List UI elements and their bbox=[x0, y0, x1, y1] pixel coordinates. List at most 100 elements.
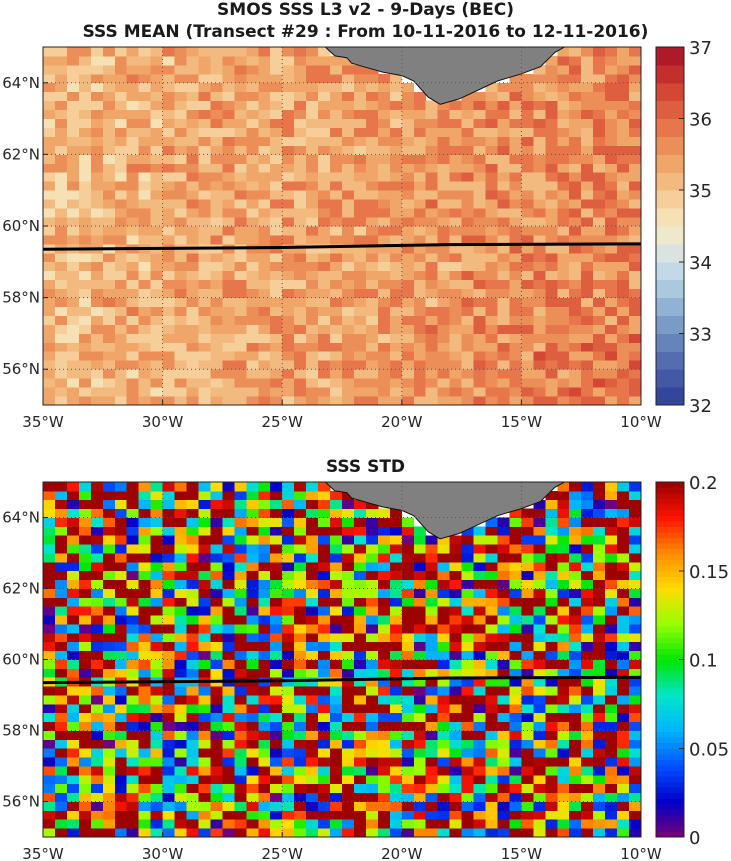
cell bbox=[473, 695, 486, 705]
cell bbox=[353, 774, 367, 785]
cell bbox=[102, 378, 116, 388]
cell bbox=[545, 650, 558, 660]
cell bbox=[78, 766, 92, 776]
cell bbox=[138, 154, 152, 164]
cell bbox=[485, 588, 498, 598]
colorbar-segment bbox=[656, 681, 684, 688]
cell bbox=[437, 721, 451, 731]
cell bbox=[282, 490, 295, 501]
cell bbox=[78, 47, 92, 57]
cell bbox=[485, 828, 498, 838]
cell bbox=[617, 774, 630, 785]
cell bbox=[102, 55, 116, 66]
cell bbox=[114, 163, 128, 173]
cell bbox=[545, 801, 558, 811]
cell bbox=[497, 190, 510, 200]
cell bbox=[43, 712, 56, 723]
cell bbox=[401, 517, 415, 527]
cell bbox=[449, 243, 462, 254]
cell bbox=[593, 730, 606, 740]
cell bbox=[485, 748, 498, 758]
cell bbox=[114, 526, 128, 536]
cell bbox=[90, 324, 104, 334]
cell bbox=[186, 378, 199, 388]
cell bbox=[330, 561, 343, 572]
cell bbox=[533, 739, 546, 749]
cell bbox=[294, 396, 307, 406]
cell bbox=[569, 668, 582, 678]
cell bbox=[150, 801, 163, 811]
cell bbox=[174, 378, 187, 388]
cell bbox=[581, 109, 594, 119]
cell bbox=[605, 677, 618, 687]
cell bbox=[306, 544, 319, 554]
cell bbox=[461, 378, 474, 388]
cell bbox=[425, 315, 439, 325]
cell bbox=[509, 677, 522, 687]
cell bbox=[210, 703, 223, 714]
cell bbox=[353, 792, 367, 802]
cell bbox=[377, 757, 391, 767]
cell bbox=[282, 252, 295, 263]
cell bbox=[461, 270, 474, 281]
cell bbox=[162, 659, 175, 669]
cell bbox=[461, 342, 474, 352]
cell bbox=[365, 136, 379, 146]
cell bbox=[342, 172, 355, 182]
cell bbox=[605, 783, 618, 794]
cell bbox=[222, 387, 235, 397]
cell bbox=[43, 766, 56, 776]
cell bbox=[222, 490, 235, 501]
cell bbox=[174, 342, 187, 352]
cell bbox=[497, 154, 510, 164]
cell bbox=[43, 686, 56, 696]
cell bbox=[294, 739, 307, 749]
cell bbox=[365, 261, 379, 272]
cell bbox=[581, 535, 594, 545]
cell bbox=[66, 766, 80, 776]
cell bbox=[365, 517, 379, 527]
cell bbox=[473, 118, 486, 128]
cell bbox=[258, 342, 271, 352]
cell bbox=[617, 55, 630, 66]
cell bbox=[533, 127, 546, 137]
cell bbox=[473, 297, 486, 307]
cell bbox=[401, 136, 415, 146]
cell bbox=[294, 252, 307, 263]
cell bbox=[353, 748, 367, 758]
cell bbox=[593, 279, 606, 290]
cell bbox=[605, 606, 618, 616]
cell bbox=[318, 535, 331, 545]
cell bbox=[342, 499, 355, 510]
cell bbox=[605, 100, 618, 111]
cell bbox=[43, 199, 56, 209]
cell bbox=[102, 774, 116, 785]
land-mask-iceland bbox=[324, 481, 565, 540]
cell bbox=[210, 748, 223, 758]
cell bbox=[629, 306, 642, 316]
cell bbox=[437, 369, 451, 379]
cell bbox=[521, 588, 534, 598]
cell bbox=[294, 783, 307, 794]
cell bbox=[114, 695, 128, 705]
cell bbox=[162, 315, 175, 325]
cell bbox=[593, 810, 606, 820]
cell bbox=[318, 686, 331, 696]
cell bbox=[449, 686, 462, 696]
cell bbox=[425, 579, 439, 589]
cell bbox=[138, 279, 152, 290]
cell bbox=[54, 624, 68, 634]
cell bbox=[102, 342, 116, 352]
cell bbox=[54, 650, 68, 660]
cell bbox=[318, 91, 331, 102]
cell bbox=[449, 774, 462, 785]
cell bbox=[78, 748, 92, 758]
cell bbox=[497, 208, 510, 218]
cell bbox=[342, 181, 355, 191]
cell bbox=[114, 659, 128, 669]
cell bbox=[318, 154, 331, 164]
cell bbox=[258, 739, 271, 749]
colorbar-segment bbox=[656, 714, 684, 722]
cell bbox=[138, 482, 152, 492]
cell bbox=[210, 801, 223, 811]
